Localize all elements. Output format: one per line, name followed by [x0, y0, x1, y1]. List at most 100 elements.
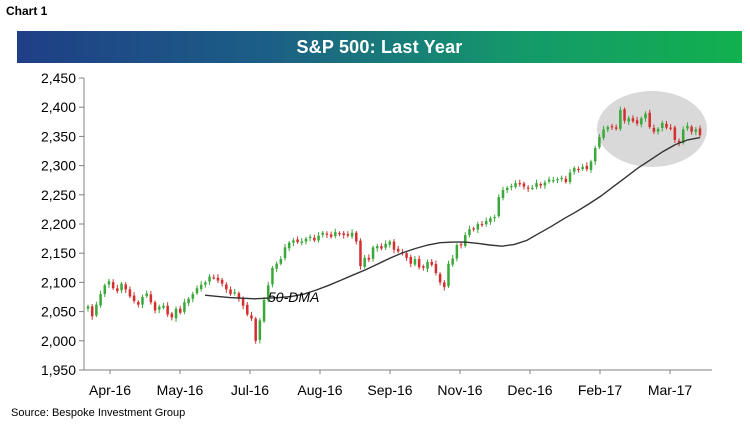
candle-down: [246, 304, 249, 315]
candle: [443, 280, 446, 291]
candle: [250, 311, 253, 321]
candle-up: [510, 186, 513, 188]
candle-down: [296, 239, 299, 243]
candle-up: [447, 263, 450, 287]
candle: [174, 306, 178, 322]
candle-down: [128, 289, 132, 297]
candle: [623, 107, 626, 124]
candle: [589, 159, 593, 173]
candle: [229, 286, 232, 296]
candle: [661, 120, 664, 132]
candle-up: [271, 267, 274, 285]
candle: [304, 236, 308, 245]
chart-label: Chart 1: [6, 4, 48, 18]
candle: [107, 278, 111, 288]
candle-up: [384, 243, 387, 248]
candle: [346, 231, 350, 238]
candle-down: [396, 248, 400, 252]
candle: [459, 241, 463, 249]
candle-up: [560, 177, 563, 180]
candle-down: [665, 123, 668, 128]
candle: [535, 179, 538, 190]
candle: [531, 184, 534, 191]
candle-up: [661, 122, 664, 128]
candle: [292, 238, 295, 247]
candle-up: [304, 238, 308, 242]
candle: [132, 292, 136, 304]
candle: [258, 318, 262, 344]
y-tick-label: 2,400: [41, 99, 76, 115]
candle-up: [484, 221, 488, 225]
candle: [409, 254, 413, 268]
candle-down: [690, 126, 693, 132]
candle: [522, 181, 526, 190]
candle-down: [443, 282, 446, 288]
candle-down: [178, 308, 182, 313]
y-tick-label: 2,200: [41, 216, 76, 232]
candle-down: [132, 295, 136, 302]
candle-down: [346, 234, 350, 236]
candle: [95, 301, 98, 318]
candle: [644, 111, 647, 122]
candle-down: [359, 240, 362, 267]
candle: [476, 221, 480, 234]
candle: [300, 238, 304, 246]
candle-down: [459, 244, 463, 246]
candle-down: [438, 273, 442, 283]
candle: [199, 281, 203, 292]
candle-up: [598, 136, 601, 148]
candle-down: [405, 253, 408, 258]
candle-up: [572, 167, 576, 172]
candle-up: [321, 232, 324, 235]
candle: [640, 116, 643, 128]
candle-up: [593, 148, 597, 162]
x-ticks: Apr-16 May-16 Jul-16 Aug-16 Sep-16 Nov-16 Dec-…: [89, 370, 692, 398]
candle-up: [589, 161, 593, 170]
candle-up: [158, 306, 161, 310]
candle-up: [107, 281, 111, 285]
candle-up: [99, 294, 102, 306]
candle: [359, 238, 362, 270]
candle: [556, 177, 559, 184]
candle: [212, 274, 216, 280]
candle-up: [535, 183, 538, 187]
candle-up: [552, 180, 555, 182]
candle-up: [568, 172, 572, 182]
candle: [275, 261, 278, 273]
candle: [635, 116, 639, 126]
candle: [686, 122, 689, 131]
candle-down: [250, 315, 253, 319]
candle: [162, 302, 165, 310]
candle: [526, 185, 530, 192]
x-tick-label: Jul-16: [231, 382, 269, 398]
x-tick-label: Feb-17: [578, 382, 623, 398]
candle-up: [292, 240, 295, 243]
candle-down: [216, 277, 220, 281]
candle-up: [371, 247, 375, 259]
candle: [262, 297, 266, 323]
y-tick-label: 1,950: [41, 362, 76, 378]
candle-up: [162, 305, 165, 308]
candle: [375, 243, 379, 252]
candle-down: [380, 246, 383, 249]
candle: [568, 169, 572, 185]
candle-up: [455, 245, 459, 259]
candle-up: [103, 285, 107, 295]
x-tick-label: Apr-16: [89, 382, 131, 398]
candle-up: [602, 129, 605, 138]
x-tick-label: Mar-17: [648, 382, 693, 398]
candle-down: [564, 178, 568, 182]
y-tick-label: 2,100: [41, 274, 76, 290]
candle-up: [283, 247, 287, 259]
candle: [204, 280, 207, 288]
candle-up: [300, 241, 304, 243]
candle-up: [686, 125, 689, 129]
candle-down: [241, 298, 245, 306]
candle-up: [606, 127, 610, 130]
candle: [652, 124, 656, 135]
y-tick-label: 2,250: [41, 187, 76, 203]
candle-up: [199, 284, 203, 290]
candle: [413, 256, 417, 267]
candle: [350, 229, 354, 239]
candle: [434, 260, 438, 276]
